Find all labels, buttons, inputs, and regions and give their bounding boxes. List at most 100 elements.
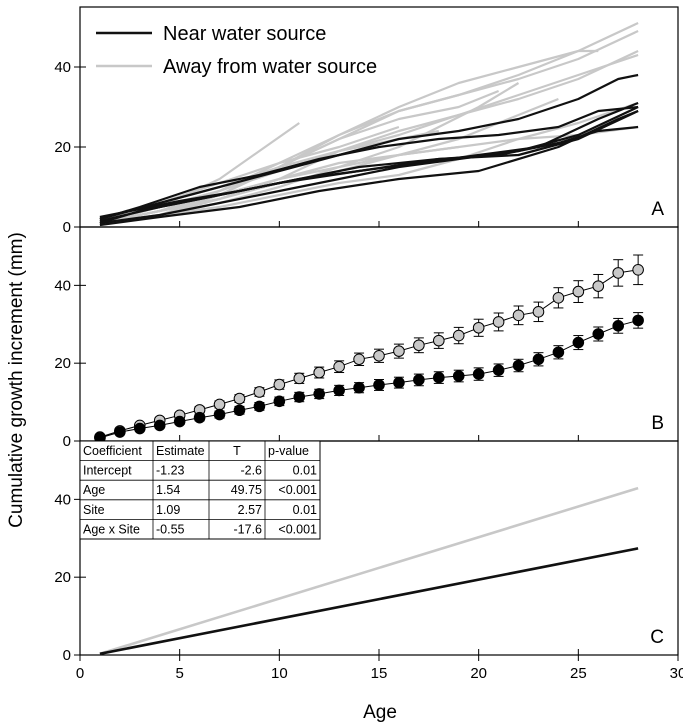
series-line-away-0 (99, 486, 639, 656)
panel-a: 0 20 40 A (54, 6, 679, 236)
data-point-near (213, 408, 226, 421)
data-point-away (592, 280, 605, 292)
data-point-away (413, 339, 425, 352)
data-point-near (373, 379, 385, 391)
series-line-near-18 (99, 105, 639, 221)
data-point-away (233, 392, 246, 405)
series-line-near-16 (99, 109, 639, 227)
table-cell: 0.01 (293, 503, 317, 517)
series-near (94, 312, 644, 444)
data-point-near (293, 391, 306, 403)
y-tick-label: 20 (54, 355, 71, 372)
series-line-away-10 (99, 145, 459, 225)
data-point-near (632, 314, 644, 327)
y-tick-label: 0 (63, 219, 71, 236)
series-line-near-15 (99, 106, 639, 225)
data-point-away (472, 321, 485, 334)
data-point-near (353, 381, 365, 394)
table-cell: -17.6 (234, 522, 263, 536)
data-point-near (173, 415, 186, 428)
data-point-near (134, 422, 146, 435)
series-line-near-20 (99, 73, 639, 221)
data-point-near (472, 368, 485, 380)
data-point-near (492, 364, 505, 376)
table-cell: 49.75 (231, 483, 262, 497)
y-tick-label: 40 (54, 277, 71, 294)
data-point-near (532, 353, 545, 366)
data-point-near (393, 376, 405, 389)
table-frame (79, 440, 321, 540)
data-point-away (452, 329, 465, 342)
table-cell: 1.54 (156, 483, 180, 497)
table-cell: <0.001 (278, 522, 317, 536)
data-point-near (452, 370, 465, 382)
data-point-near (552, 346, 565, 359)
table-header-cell: p-value (268, 444, 309, 458)
x-tick-label: 10 (271, 665, 288, 682)
data-point-away (273, 378, 286, 391)
data-point-away (393, 345, 405, 357)
y-tick-label: 20 (54, 139, 71, 156)
series-line-away-6 (99, 49, 599, 225)
x-tick-label: 0 (76, 665, 84, 682)
x-tick-label: 20 (470, 665, 487, 682)
table-header-cell: Coefficient (83, 444, 142, 458)
legend-label: Near water source (163, 23, 326, 45)
data-point-near (433, 371, 445, 384)
series-line-away-2 (99, 53, 639, 225)
data-point-away (512, 309, 525, 322)
y-tick-label: 0 (63, 647, 71, 664)
panel-letter-a: A (651, 199, 664, 220)
series-line-near (99, 319, 639, 439)
y-tick-label: 20 (54, 569, 71, 586)
panels-layer: 0 20 40 A 0 20 40 B 0 20 40 0 5 10 15 20 25 30 C (54, 6, 683, 682)
table-cell: 2.57 (238, 503, 262, 517)
series-line-away-5 (99, 101, 639, 227)
data-point-near (233, 404, 246, 417)
data-point-away (492, 316, 505, 328)
table-cell: -2.6 (240, 464, 262, 478)
x-tick-label: 5 (175, 665, 183, 682)
data-point-near (253, 400, 266, 413)
table-cell: Intercept (83, 464, 132, 478)
y-tick-label: 40 (54, 491, 71, 508)
data-point-near (572, 336, 585, 349)
table-cell: Age x Site (83, 522, 140, 536)
panel-c: 0 20 40 0 5 10 15 20 25 30 C (54, 440, 683, 682)
data-point-away (213, 398, 226, 411)
data-point-away (293, 372, 306, 385)
data-point-away (632, 264, 644, 276)
table-cell: 0.01 (293, 464, 317, 478)
data-point-near (333, 384, 345, 397)
x-axis-title: Age (363, 702, 397, 723)
series-line-away (99, 269, 639, 438)
table-cell: 1.09 (156, 503, 180, 517)
data-point-near (592, 328, 605, 340)
panel-letter-b: B (651, 413, 664, 434)
data-point-near (273, 395, 286, 408)
data-point-away (253, 386, 266, 398)
series-line-near-1 (99, 547, 639, 656)
data-point-away (532, 306, 545, 318)
series-line-near-19 (99, 110, 639, 225)
table-cell: Site (83, 503, 105, 517)
legend-label: Away from water source (163, 56, 377, 78)
data-point-near (612, 320, 625, 332)
data-point-near (114, 426, 126, 438)
panel-letter-c: C (650, 627, 664, 648)
y-tick-label: 40 (54, 59, 71, 76)
x-tick-label: 25 (570, 665, 587, 682)
table-header-cell: Estimate (156, 444, 205, 458)
data-point-away (612, 267, 625, 279)
data-point-near (413, 374, 425, 386)
series-away (94, 254, 644, 443)
table-header-cell: T (233, 444, 241, 458)
y-tick-label: 0 (63, 433, 71, 450)
data-point-away (433, 334, 445, 347)
data-point-away (333, 360, 345, 373)
data-point-away (572, 285, 585, 298)
data-point-away (373, 349, 385, 362)
x-tick-label: 15 (371, 665, 388, 682)
